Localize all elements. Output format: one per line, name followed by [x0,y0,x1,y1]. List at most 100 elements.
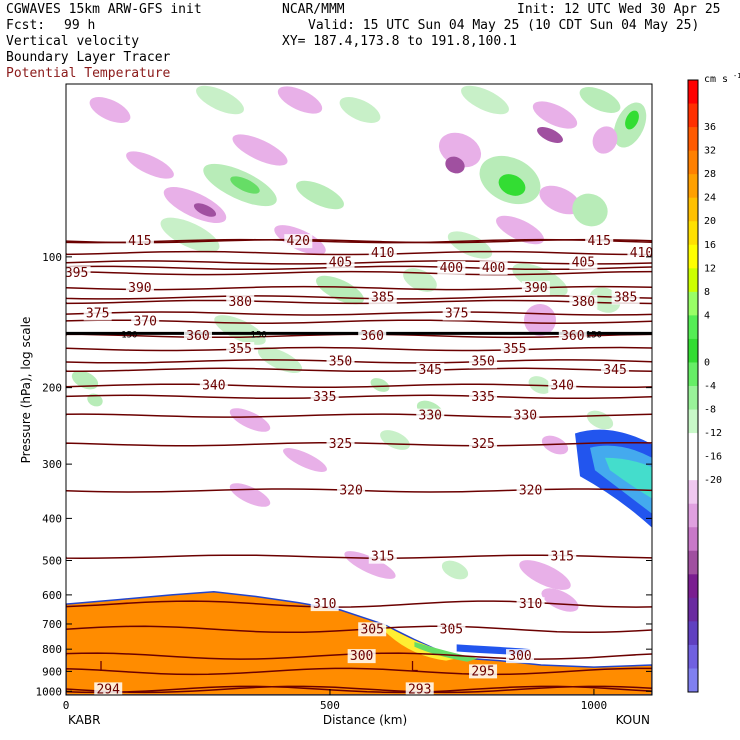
colorbar-swatch [688,503,698,528]
model-title: CGWAVES 15km ARW-GFS init [6,2,202,17]
colorbar-swatch [688,221,698,246]
contour-label-bg [405,682,434,695]
contour-label-bg [125,281,154,296]
contour-label-bg [437,260,466,275]
theta-contour-label: 345 [419,363,442,378]
vertical-velocity-region [579,87,621,113]
colorbar-swatch [688,362,698,387]
theta-contour-label: 350 [471,354,494,369]
theta-contour-label: 315 [551,550,574,565]
vertical-velocity-region [512,263,568,297]
contour-label-bg [183,328,212,343]
y-tick-label: 600 [42,589,62,602]
theta-contour-label: 355 [503,342,526,357]
theta-contour-label: 400 [482,261,505,276]
colorbar-swatch [688,291,698,316]
contour-label-bg [358,622,387,637]
contour-label-bg [416,408,445,423]
contour-label-bg [500,342,529,357]
contour-label-bg [558,328,587,343]
contour-label-bg [368,290,397,305]
theta-contour-label: 335 [313,390,336,405]
tracer-region [66,590,652,695]
vertical-velocity-region [461,85,509,115]
colorbar-swatch [688,244,698,269]
contour-label-bg [469,664,498,679]
theta-contour-label: 355 [228,342,251,357]
x-axis-title: Distance (km) [323,713,407,727]
colorbar-tick-label: -12 [704,428,722,439]
theta-contour-label: 310 [313,597,336,612]
theta-contour-label: 360 [186,329,209,344]
field-potential-temperature: Potential Temperature [6,66,171,81]
vertical-velocity-region [370,378,390,392]
vertical-velocity-region [89,97,131,123]
vertical-velocity-region [541,588,579,612]
x-axis-ticks: 0 500 1000 [63,689,607,712]
colorbar-swatch [688,80,698,105]
vertical-velocity-region [592,126,618,154]
y-tick-label: 100 [42,251,62,264]
vertical-velocity-region [283,448,327,472]
colorbar-swatch [688,668,698,693]
colorbar-tick-label: 0 [704,357,710,368]
colorbar-swatch [688,644,698,669]
colorbar-swatch [688,386,698,411]
theta-contour-line [66,311,652,316]
vertical-velocity-region [296,180,344,210]
x-tick-label: 0 [63,699,70,712]
contour-label-bg [125,234,154,249]
contour-label-bg [310,597,339,612]
theta-contour-line [66,346,652,352]
contour-label-bg [601,362,630,377]
colorbar-swatch [688,268,698,293]
contour-label-bg [326,354,355,369]
theta-contour-line [66,250,652,256]
theta-contour-label: 305 [440,622,463,637]
colorbar-swatch [688,527,698,552]
y-tick-label: 700 [42,618,62,631]
colorbar-swatch [688,174,698,199]
theta-contour-label: 390 [524,281,547,296]
contour-label-bg [326,437,355,452]
theta-contour-line [66,667,652,676]
colorbar-swatch [688,433,698,458]
colorbar-tick-label: 32 [704,146,716,157]
vertical-velocity-region [625,110,639,130]
contour-label-bg [516,483,545,498]
y-tick-label: 500 [42,554,62,567]
theta-contour-label: 294 [96,682,120,697]
field-vertical-velocity: Vertical velocity [6,34,140,49]
vertical-velocity-region [496,215,544,245]
contour-label-bg [506,649,535,664]
y-axis-title: Pressure (hPa), log scale [19,317,33,464]
x-tick-label: 1000 [581,699,608,712]
contour-label-bg [358,328,387,343]
theta-contour-line [66,299,652,305]
contour-label-bg [131,314,160,329]
colorbar-swatch [688,621,698,646]
contour-label-bg [94,682,123,695]
vertical-velocity-region [339,97,381,123]
theta-contour-line [66,270,652,276]
theta-contour-label: 360 [561,329,584,344]
theta-contour-line [66,685,652,694]
y-axis-ticks: 100 200 300 400 500 600 700 800 900 1000 [36,251,652,698]
theta-contour-label: 415 [587,234,610,249]
theta-contour-label: 340 [202,379,225,394]
theta-contour-label: 400 [440,261,463,276]
theta-contour-label: 300 [350,649,373,664]
contour-label-bg [627,246,652,261]
theta-contour-label: 350 [329,354,352,369]
vertical-velocity-region [229,408,271,432]
vertical-velocity-region [445,156,465,174]
contour-label-bg [469,354,498,369]
colorbar-tick-label: 36 [704,122,716,133]
theta-contour-label: 375 [445,306,468,321]
theta-contour-label: 405 [329,255,352,270]
theta-contour-label: 340 [551,379,574,394]
theta-contour-label: 380 [228,295,251,310]
theta-contour-line [66,413,652,418]
colorbar-swatch [688,480,698,505]
